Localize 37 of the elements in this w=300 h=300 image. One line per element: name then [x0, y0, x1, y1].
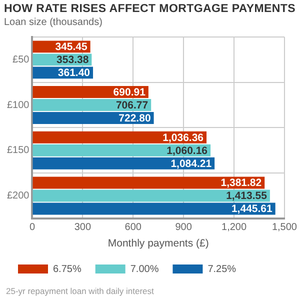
y-tick-label: £50 [12, 54, 30, 66]
x-tick-label: 900 [175, 222, 192, 234]
bar [32, 202, 276, 215]
data-label: 1,036.36 [162, 132, 204, 144]
data-label: 345.45 [55, 41, 88, 54]
bar [32, 112, 154, 124]
x-tick-label: 0 [29, 222, 36, 234]
bar [32, 144, 211, 156]
data-label: 1,084.21 [170, 158, 212, 170]
legend-label: 7.00% [130, 264, 159, 275]
data-label: 690.91 [113, 86, 146, 98]
data-label: 722.80 [118, 112, 151, 124]
bar [32, 176, 265, 189]
data-label: 361.40 [58, 67, 90, 80]
y-tick-label: £100 [6, 100, 30, 111]
data-label: 353.38 [56, 54, 89, 66]
x-tick-label: 300 [74, 222, 92, 234]
bar [32, 131, 207, 144]
legend-label: 6.75% [53, 264, 82, 275]
data-label: 1,060.16 [166, 144, 208, 157]
y-tick-label: £150 [6, 145, 30, 156]
x-tick-label: 1,500 [272, 222, 298, 234]
text: 25-yr repayment loan with daily interest [6, 286, 154, 296]
x-tick-label: 600 [124, 222, 142, 234]
x-tick-label: 1,200 [222, 222, 247, 234]
legend-label: 7.25% [208, 264, 236, 275]
bar [32, 190, 270, 202]
y-tick-label: £200 [6, 190, 30, 202]
data-label: 1,413.55 [226, 190, 268, 202]
bar [32, 99, 152, 112]
chart-title: HOW RATE RISES AFFECT MORTGAGE PAYMENTS [4, 3, 296, 15]
x-axis-title: Monthly payments (£) [108, 238, 209, 250]
y-axis-title: Loan size (thousands) [4, 17, 102, 28]
bar [32, 157, 215, 170]
data-label: 706.77 [116, 99, 148, 112]
data-label: 1,445.61 [231, 203, 272, 216]
data-label: 1,381.82 [220, 177, 262, 190]
